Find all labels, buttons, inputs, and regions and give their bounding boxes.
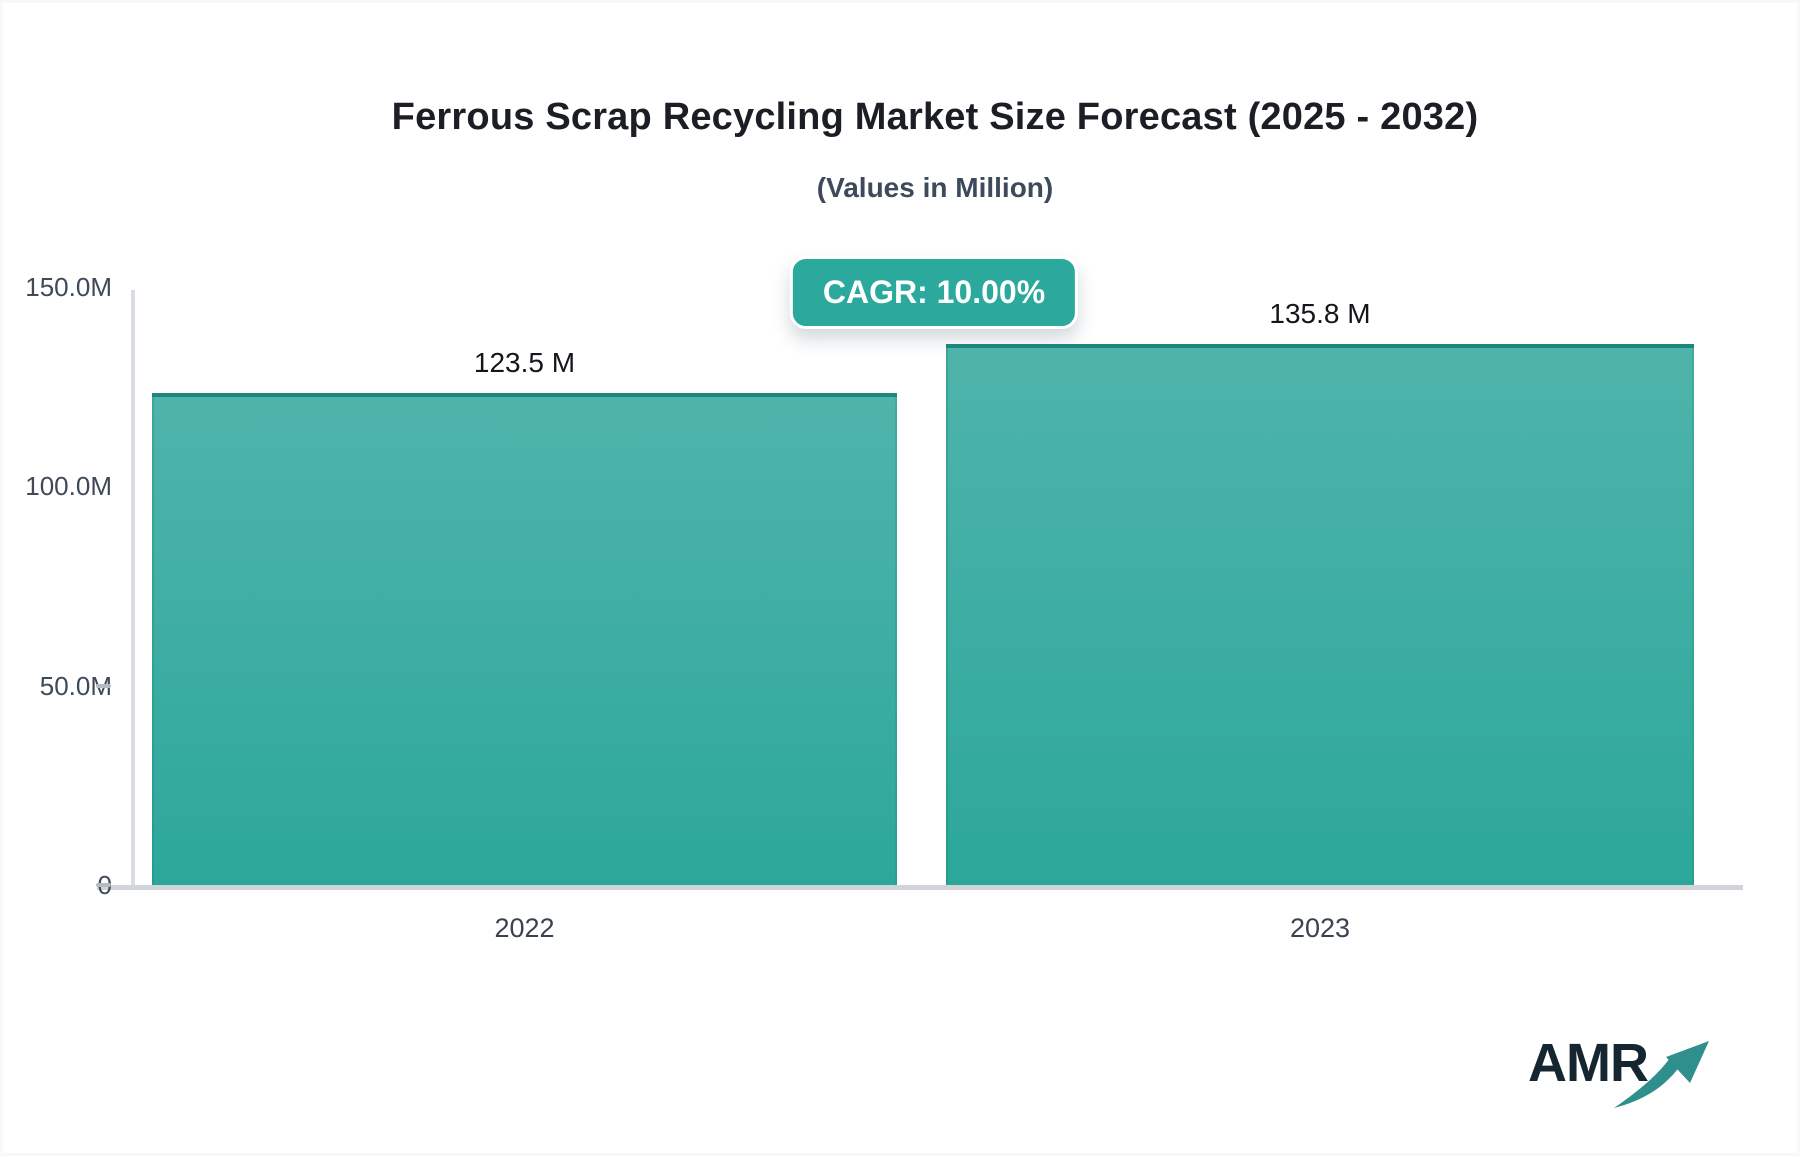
x-axis-line (97, 885, 1743, 890)
chart-subtitle: (Values in Million) (816, 172, 1054, 203)
y-tick-dash (96, 683, 111, 688)
amr-logo: AMR (1528, 1032, 1738, 1122)
x-tick-label: 2023 (1289, 913, 1351, 943)
bar-value-label: 123.5 M (473, 346, 576, 378)
amr-logo-text: AMR (1528, 1033, 1649, 1093)
bar-2022[interactable] (152, 392, 897, 885)
y-tick-dash (96, 883, 111, 887)
y-tick-label: 100.0M (25, 471, 112, 502)
growth-arrow-icon (1614, 1041, 1709, 1108)
bar-2023[interactable] (946, 343, 1694, 885)
bar-value-label: 135.8 M (1269, 297, 1371, 329)
y-tick-label: 150.0M (25, 272, 112, 302)
x-tick-label: 2022 (494, 913, 555, 943)
cagr-badge: CAGR: 10.00% (789, 256, 1079, 329)
y-axis-line (131, 290, 135, 885)
chart-title: Ferrous Scrap Recycling Market Size Fore… (391, 96, 1479, 138)
